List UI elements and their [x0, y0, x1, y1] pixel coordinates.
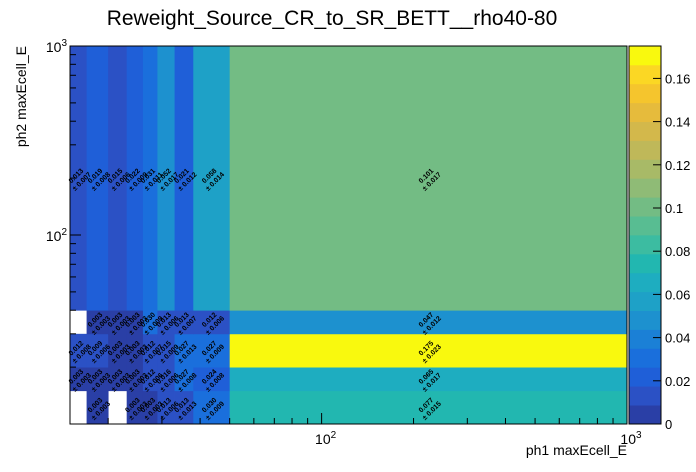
heatmap-cell — [157, 367, 175, 392]
heatmap-cell — [142, 46, 158, 311]
heatmap-cell — [157, 333, 175, 368]
heatmap-cell — [229, 390, 628, 425]
colorbar-swatch — [629, 329, 661, 349]
heatmap-cell — [229, 333, 628, 368]
colorbar-swatch — [629, 367, 661, 387]
heatmap-cells — [70, 46, 628, 425]
heatmap-cell — [108, 310, 128, 335]
heatmap-cell — [157, 390, 175, 425]
heatmap-cell — [86, 310, 109, 335]
heatmap-cell — [142, 333, 158, 368]
heatmap-cell — [142, 310, 158, 335]
heatmap-cell — [229, 310, 628, 335]
heatmap-cell — [229, 46, 628, 311]
colorbar-swatch — [629, 291, 661, 311]
heatmap-cell — [126, 367, 144, 392]
heatmap-cell — [108, 46, 128, 311]
chart-title: Reweight_Source_CR_to_SR_BETT__rho40-80 — [107, 7, 558, 30]
heatmap-cell — [142, 367, 158, 392]
colorbar-swatch — [629, 348, 661, 368]
heatmap-cell — [193, 390, 231, 425]
colorbar-swatch — [629, 46, 661, 66]
colorbar-tick-label: 0.16 — [665, 71, 690, 86]
heatmap-cell — [86, 333, 109, 368]
colorbar-tick-label: 0.1 — [665, 201, 683, 216]
colorbar-swatch — [629, 102, 661, 122]
heatmap-cell — [193, 310, 231, 335]
x-axis-label: ph1 maxEcell_E — [526, 442, 627, 458]
colorbar-swatch — [629, 178, 661, 198]
heatmap-cell — [70, 333, 87, 368]
colorbar-swatch — [629, 216, 661, 236]
heatmap-cell — [193, 46, 231, 311]
heatmap-cell — [70, 367, 87, 392]
colorbar-swatch — [629, 197, 661, 217]
colorbar-swatch — [629, 253, 661, 274]
colorbar-tick-label: 0.04 — [665, 331, 690, 346]
colorbar-swatch — [629, 310, 661, 330]
colorbar-tick-label: 0.06 — [665, 287, 690, 302]
colorbar-swatch — [629, 140, 661, 160]
colorbar-tick-label: 0 — [665, 417, 672, 432]
colorbar-tick-label: 0.02 — [665, 374, 690, 389]
heatmap-cell — [193, 367, 231, 392]
x-tick-label: 102 — [315, 430, 337, 447]
heatmap-cell — [157, 46, 175, 311]
heatmap-cell — [108, 367, 128, 392]
colorbar-swatch — [629, 386, 661, 406]
heatmap-cell — [126, 390, 144, 425]
y-tick-label: 103 — [46, 38, 68, 55]
colorbar-swatch — [629, 235, 661, 255]
heatmap-cell — [174, 367, 194, 392]
heatmap-cell — [174, 46, 194, 311]
heatmap-cell — [142, 390, 158, 425]
colorbar-swatch — [629, 405, 661, 425]
colorbar: 0 0.02 0.04 0.06 0.08 0.1 0.12 0.14 0.16 — [628, 45, 690, 432]
heatmap-cell — [229, 367, 628, 392]
heatmap-cell — [174, 333, 194, 368]
heatmap-cell — [157, 310, 175, 335]
heatmap-cell — [174, 310, 194, 335]
colorbar-tick-label: 0.12 — [665, 158, 690, 173]
heatmap-cell — [86, 367, 109, 392]
heatmap-cell — [86, 46, 109, 311]
colorbar-swatch — [629, 159, 661, 179]
colorbar-frame — [628, 45, 662, 425]
y-axis-label: ph2 maxEcell_E — [13, 46, 29, 147]
colorbar-swatch — [629, 83, 661, 104]
colorbar-tick-label: 0.14 — [665, 115, 690, 130]
y-tick-label: 102 — [46, 227, 68, 244]
heatmap-cell — [126, 333, 144, 368]
colorbar-swatch — [629, 64, 661, 85]
heatmap-cell — [70, 46, 87, 311]
colorbar-tick-label: 0.08 — [665, 244, 690, 259]
colorbar-swatch — [629, 121, 661, 141]
heatmap-cell — [126, 46, 144, 311]
heatmap-cell — [126, 310, 144, 335]
heatmap-cell — [108, 333, 128, 368]
heatmap-cell — [174, 390, 194, 425]
colorbar-swatch — [629, 272, 661, 293]
heatmap-cell — [86, 390, 109, 425]
heatmap-cell — [193, 333, 231, 368]
